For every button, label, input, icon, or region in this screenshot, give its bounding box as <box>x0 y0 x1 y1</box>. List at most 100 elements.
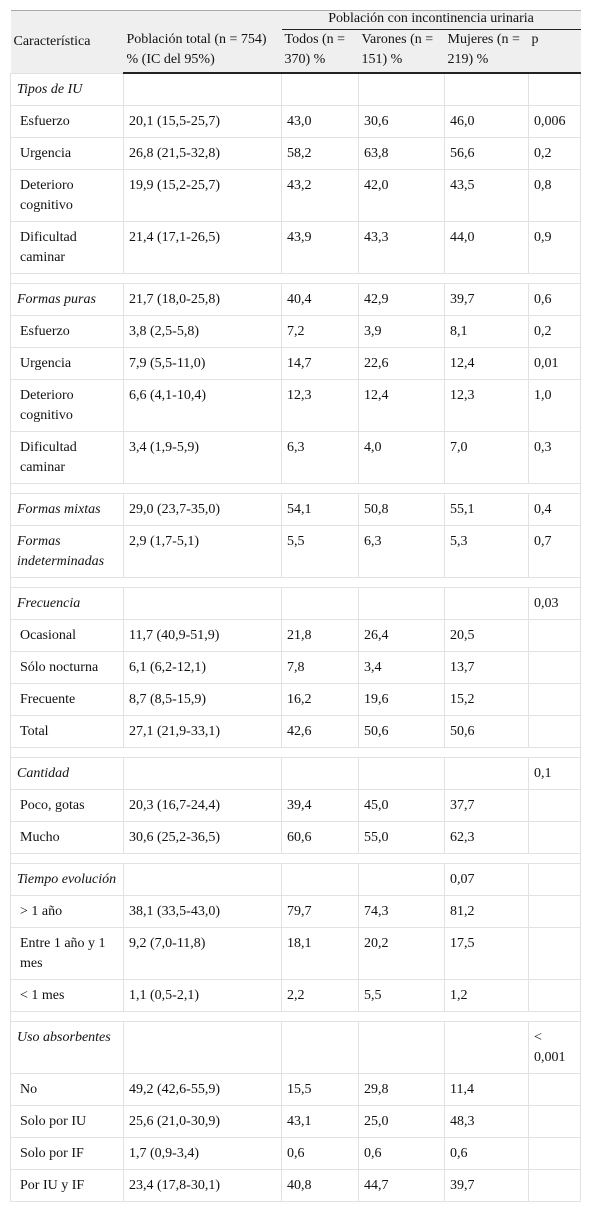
table-cell <box>123 72 282 106</box>
column-header: Población total (n = 754) % (IC del 95%) <box>123 29 282 74</box>
table-cell: Esfuerzo <box>10 314 124 348</box>
table-cell: 30,6 <box>358 104 445 138</box>
table-cell: 12,3 <box>444 378 529 432</box>
table-row: Formas indeterminadas 2,9 (1,7-5,1) 5,5 6,3… <box>10 524 582 578</box>
table-cell: 3,4 <box>358 650 445 684</box>
table-cell: 4,0 <box>358 430 445 484</box>
spacer-row <box>9 482 582 494</box>
table-cell: 43,5 <box>444 168 529 222</box>
table-cell: 21,4 (17,1-26,5) <box>123 220 282 274</box>
table-cell: 0,3 <box>527 430 582 484</box>
table-cell: 12,4 <box>444 346 529 380</box>
table-cell: 21,8 <box>281 618 359 652</box>
table-cell: 3,4 (1,9-5,9) <box>123 430 282 484</box>
table-cell: 7,2 <box>281 314 359 348</box>
spacer-cell <box>9 576 582 588</box>
table-cell: 79,7 <box>281 894 359 928</box>
table-cell: Frecuente <box>10 682 124 716</box>
table-cell: 19,6 <box>358 682 445 716</box>
table-cell: 42,6 <box>281 714 359 748</box>
table-cell <box>281 72 359 106</box>
table-cell: 7,9 (5,5-11,0) <box>123 346 282 380</box>
table-cell: Formas indeterminadas <box>10 524 124 578</box>
table-cell: Uso absorbentes <box>10 1020 124 1074</box>
table-cell: 16,2 <box>281 682 359 716</box>
table-cell: Formas mixtas <box>10 492 124 526</box>
table-cell: 11,4 <box>444 1072 529 1106</box>
table-cell <box>527 1072 582 1106</box>
table-cell <box>527 72 582 106</box>
table-cell: 40,8 <box>281 1168 359 1202</box>
table-cell: Frecuencia <box>10 586 124 620</box>
table-row: Urgencia 7,9 (5,5-11,0) 14,7 22,6 12,4 0,01 <box>10 346 582 380</box>
table-cell: 25,0 <box>358 1104 445 1138</box>
table-row: Ocasional 11,7 (40,9-51,9) 21,8 26,4 20,5 <box>10 618 582 652</box>
table-row: Deterioro cognitivo 6,6 (4,1-10,4) 12,3 12,… <box>10 378 582 432</box>
table-cell: 26,8 (21,5-32,8) <box>123 136 282 170</box>
table-row: Formas mixtas 29,0 (23,7-35,0) 54,1 50,8 55,… <box>10 492 582 526</box>
table-cell: 74,3 <box>358 894 445 928</box>
table-cell: 0,6 <box>281 1136 359 1170</box>
table-row: Uso absorbentes < 0,001 <box>10 1020 582 1074</box>
table-cell: 0,6 <box>527 282 582 316</box>
table-cell: 7,8 <box>281 650 359 684</box>
table-cell: 0,2 <box>527 314 582 348</box>
table-cell: 8,7 (8,5-15,9) <box>123 682 282 716</box>
table-cell: 6,3 <box>358 524 445 578</box>
table-row: No 49,2 (42,6-55,9) 15,5 29,8 11,4 <box>10 1072 582 1106</box>
table-cell <box>444 72 529 106</box>
table-row: Urgencia 26,8 (21,5-32,8) 58,2 63,8 56,6 0,2 <box>10 136 582 170</box>
table-cell: 56,6 <box>444 136 529 170</box>
column-header: Característica <box>10 10 124 73</box>
table-row: Total 27,1 (21,9-33,1) 42,6 50,6 50,6 <box>10 714 582 748</box>
header-cell <box>123 10 282 30</box>
table-cell: 19,9 (15,2-25,7) <box>123 168 282 222</box>
table-row: Frecuencia 0,03 <box>10 586 582 620</box>
table-cell: 15,2 <box>444 682 529 716</box>
table-cell <box>527 618 582 652</box>
table-cell: Poco, gotas <box>10 788 124 822</box>
table-cell: No <box>10 1072 124 1106</box>
table-cell: 0,6 <box>358 1136 445 1170</box>
table-cell: Deterioro cognitivo <box>10 378 124 432</box>
table-cell: 0,03 <box>527 586 582 620</box>
table-cell: 5,5 <box>281 524 359 578</box>
table-cell: 50,6 <box>444 714 529 748</box>
table-cell: 30,6 (25,2-36,5) <box>123 820 282 854</box>
table-cell <box>123 862 282 896</box>
table-cell <box>527 650 582 684</box>
table-cell: 1,1 (0,5-2,1) <box>123 978 282 1012</box>
table-cell: 22,6 <box>358 346 445 380</box>
spacer-row <box>9 576 582 588</box>
table-cell: > 1 año <box>10 894 124 928</box>
table-cell: 12,3 <box>281 378 359 432</box>
table-cell: 20,3 (16,7-24,4) <box>123 788 282 822</box>
column-header: p <box>528 29 581 74</box>
table-row: Poco, gotas 20,3 (16,7-24,4) 39,4 45,0 37,7 <box>10 788 582 822</box>
table-cell: 5,3 <box>444 524 529 578</box>
table-cell: 27,1 (21,9-33,1) <box>123 714 282 748</box>
table-cell <box>281 586 359 620</box>
table-cell: 0,1 <box>527 756 582 790</box>
table-row: Tiempo evolución 0,07 <box>10 862 582 896</box>
spacer-cell <box>9 852 582 864</box>
table-cell: 45,0 <box>358 788 445 822</box>
table-cell: Formas puras <box>10 282 124 316</box>
table-cell <box>358 1020 445 1074</box>
table-cell <box>358 862 445 896</box>
table-cell: 9,2 (7,0-11,8) <box>123 926 282 980</box>
table-cell: 58,2 <box>281 136 359 170</box>
table-cell: 44,0 <box>444 220 529 274</box>
table-cell <box>527 682 582 716</box>
table-cell <box>527 788 582 822</box>
table-cell <box>527 1104 582 1138</box>
table-cell: Total <box>10 714 124 748</box>
table-cell <box>527 862 582 896</box>
table-cell: Tiempo evolución <box>10 862 124 896</box>
table-cell: 0,07 <box>444 862 529 896</box>
table-cell <box>527 1136 582 1170</box>
table-cell <box>358 72 445 106</box>
table-cell: 43,3 <box>358 220 445 274</box>
table-cell: 0,7 <box>527 524 582 578</box>
table-cell: 8,1 <box>444 314 529 348</box>
